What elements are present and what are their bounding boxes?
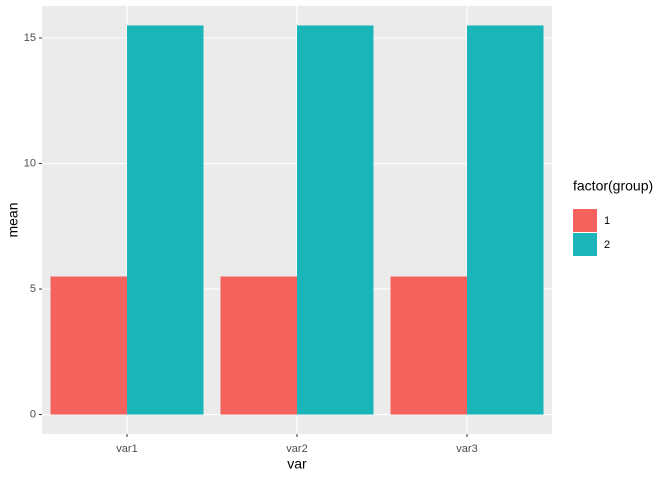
- x-tick-label: var2: [286, 443, 307, 455]
- y-tick-label: 0: [30, 408, 36, 420]
- y-tick-label: 10: [24, 157, 36, 169]
- legend-key: [573, 233, 597, 256]
- legend-title: factor(group): [573, 178, 653, 194]
- bar: [297, 25, 374, 415]
- bar: [390, 276, 467, 415]
- x-axis-title: var: [287, 456, 307, 472]
- y-axis-title: mean: [5, 202, 21, 237]
- bar: [220, 276, 297, 415]
- bar: [50, 276, 127, 415]
- legend-key: [573, 209, 597, 232]
- x-tick-label: var3: [456, 443, 477, 455]
- legend-label: 1: [604, 215, 610, 227]
- x-tick-label: var1: [116, 443, 137, 455]
- y-tick-label: 15: [24, 32, 36, 44]
- bar: [127, 25, 204, 415]
- y-tick-label: 5: [30, 283, 36, 295]
- bar: [467, 25, 544, 415]
- legend-label: 2: [604, 239, 610, 251]
